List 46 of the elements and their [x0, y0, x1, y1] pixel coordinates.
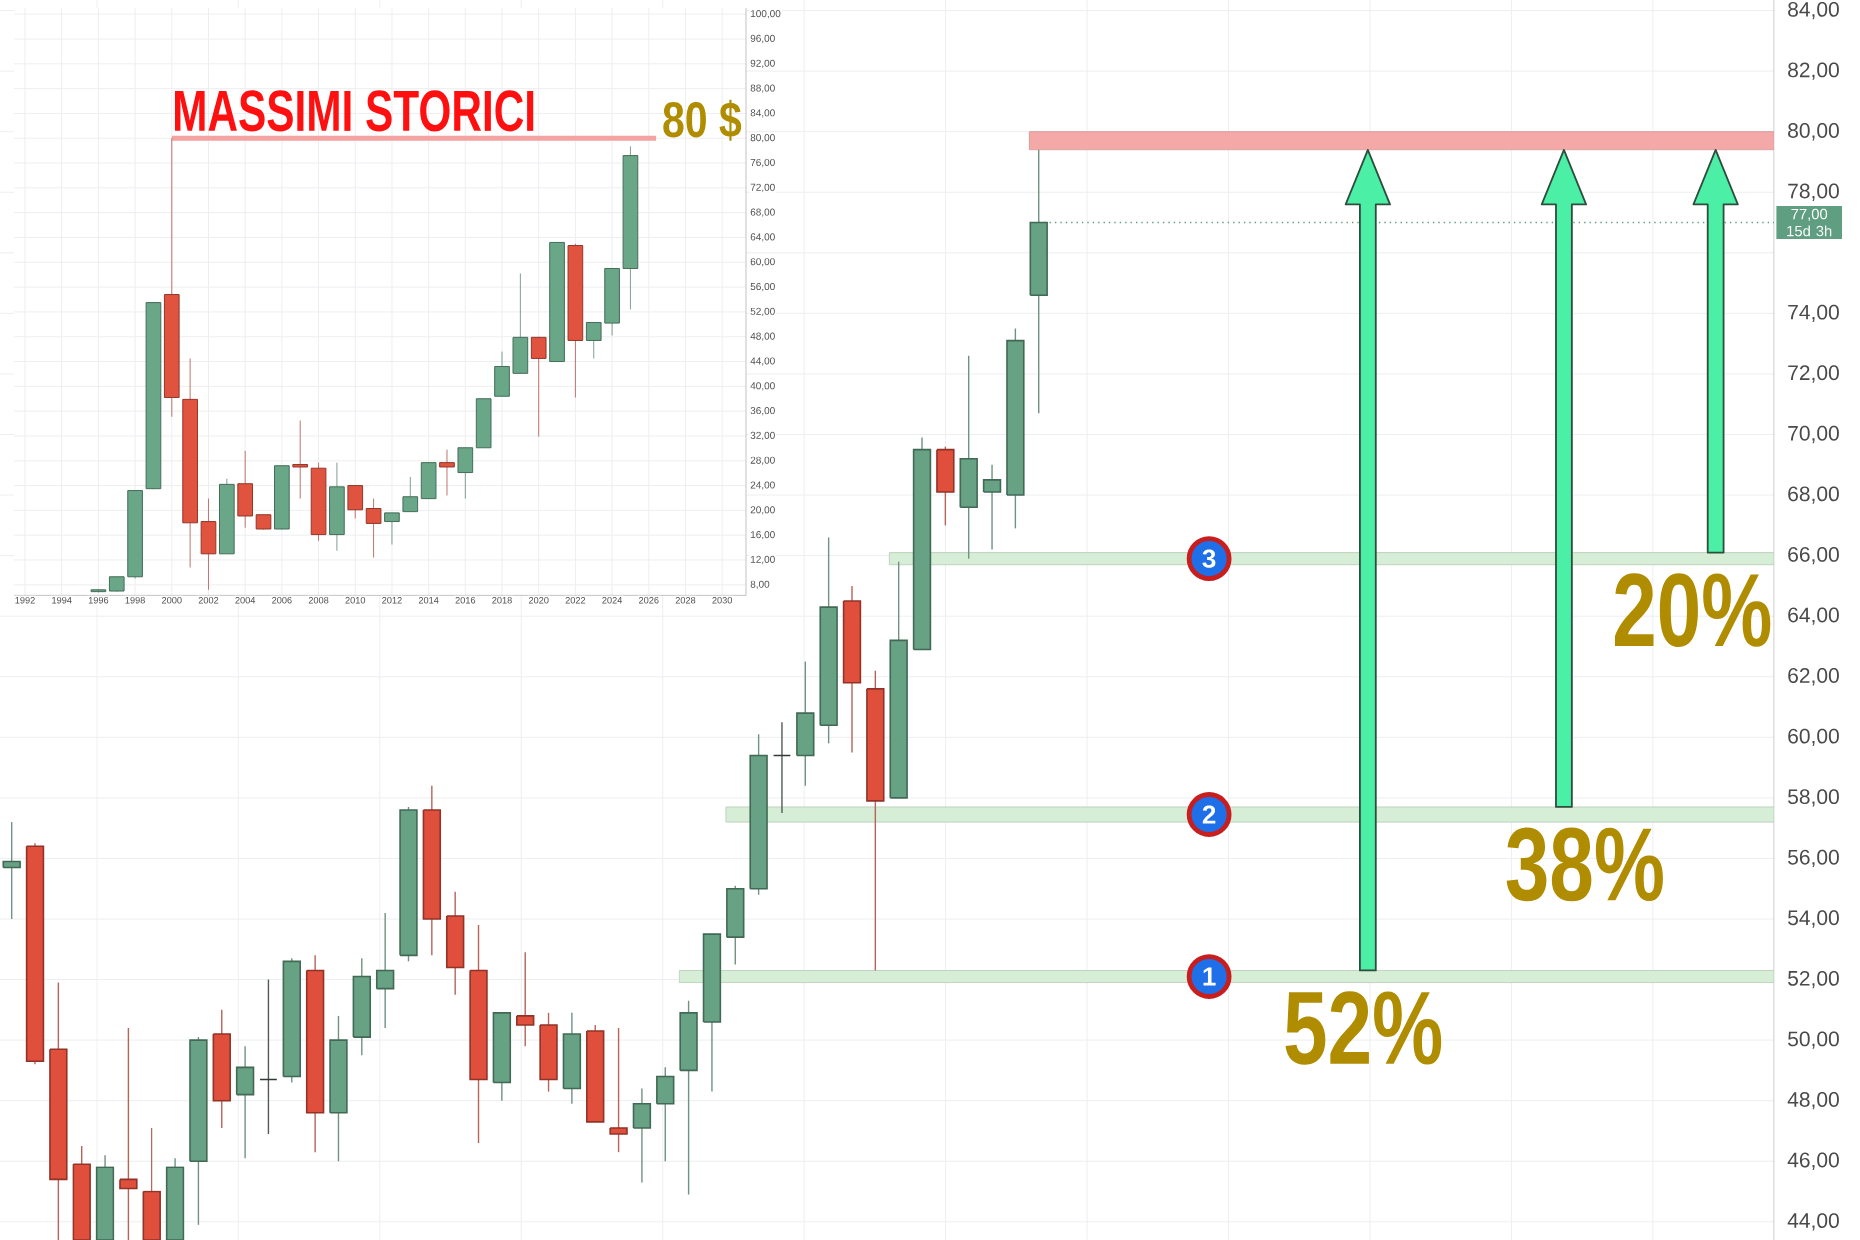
candlestick: [516, 951, 535, 1047]
y-tick-label: 52,00: [1788, 970, 1839, 989]
annotation: 52%: [1285, 991, 1442, 1065]
ref-line-label: MASSIMI STORICI: [175, 90, 534, 132]
annotation: 38%: [1506, 827, 1663, 902]
candlestick: [384, 512, 400, 545]
candlestick: [329, 462, 345, 552]
y-tick-label: 44,00: [1787, 1213, 1839, 1231]
y-tick-label: 46,00: [1787, 1152, 1839, 1170]
y-tick-label: 56,00: [1788, 849, 1839, 868]
y-tick-label: 50,00: [1788, 1031, 1839, 1049]
y-tick-label: 72,00: [1788, 365, 1839, 383]
candlestick: [609, 1027, 628, 1153]
annotation: 80 $: [663, 99, 742, 141]
candlestick: [375, 912, 395, 1029]
candlestick: [119, 1027, 138, 1240]
y-tick-label: 54,00: [1788, 910, 1839, 928]
y-tick-label: 80,00: [1788, 123, 1839, 141]
y-tick-label: 68,00: [1788, 486, 1839, 504]
y-tick-label: 82,00: [1788, 62, 1839, 80]
y-tick-label: 74,00: [1788, 304, 1839, 323]
candlestick: [656, 1066, 675, 1162]
y-tick-label: 66,00: [1788, 546, 1839, 565]
candlestick: [796, 660, 815, 787]
candlestick: [772, 721, 792, 814]
candlestick: [439, 449, 455, 496]
candlestick: [982, 464, 1002, 551]
y-tick-label: 84,00: [1788, 1, 1839, 20]
annotation: 20%: [1614, 573, 1771, 647]
candlestick: [530, 336, 547, 438]
y-tick-label: 62,00: [1788, 668, 1839, 686]
y-tick-label: 60,00: [1788, 728, 1839, 746]
y-tick-label: 48,00: [1787, 1092, 1839, 1110]
y-tick-label: 70,00: [1788, 425, 1839, 444]
candlestick: [632, 1087, 652, 1184]
candlestick: [936, 445, 955, 527]
candlestick: [235, 1045, 255, 1159]
y-tick-label: 78,00: [1788, 183, 1839, 201]
band-label: 2: [1202, 805, 1216, 824]
candlestick: [292, 420, 309, 500]
y-tick-label: 58,00: [1788, 789, 1839, 807]
band-label: 1: [1203, 967, 1216, 986]
y-tick-label: 64,00: [1788, 607, 1839, 625]
candlestick: [2, 821, 21, 920]
candlestick: [259, 978, 278, 1135]
band-label: 3: [1202, 549, 1216, 568]
